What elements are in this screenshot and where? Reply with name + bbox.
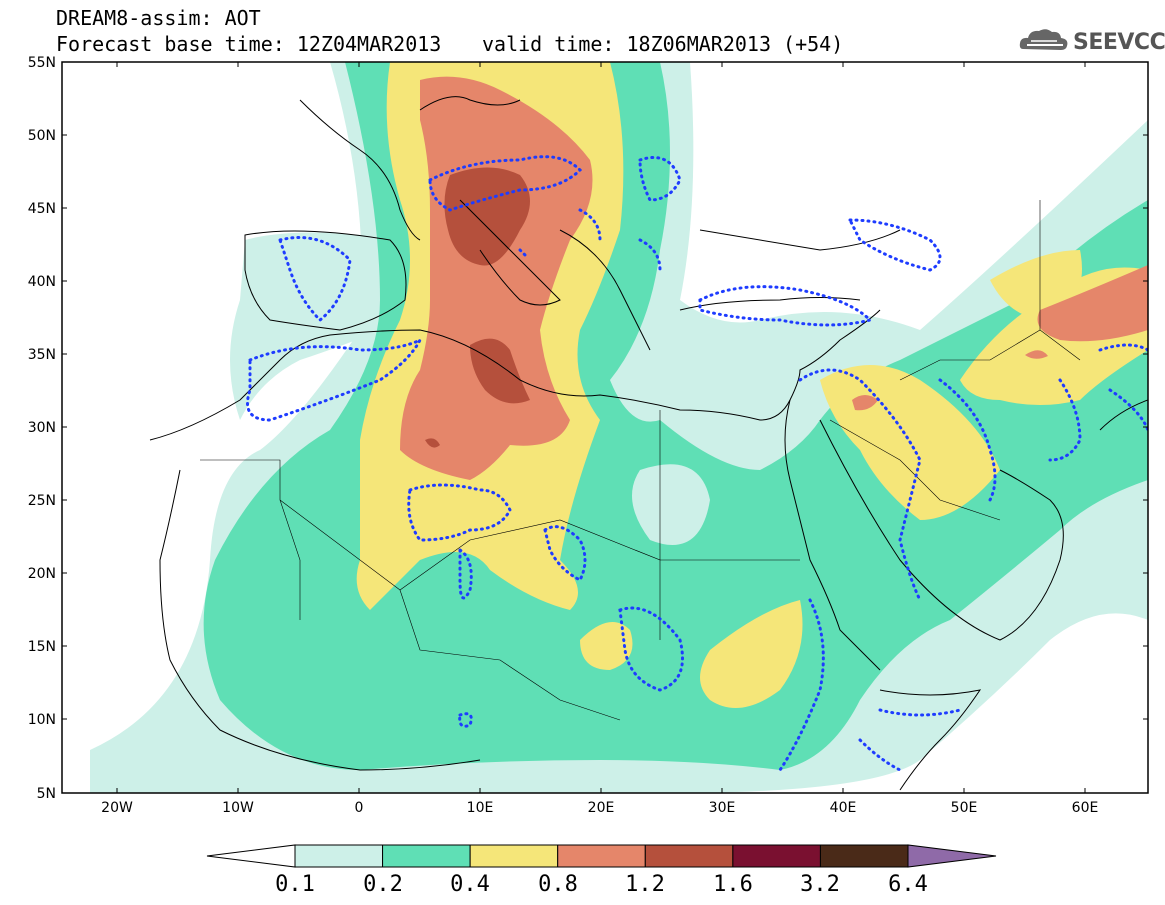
lat-label: 5N	[37, 786, 56, 802]
colorbar-label: 1.6	[713, 872, 753, 897]
colorbar	[206, 844, 997, 868]
lat-label: 45N	[28, 201, 56, 217]
lat-labels: 55N 50N 45N 40N 35N 30N 25N 20N 15N 10N …	[28, 55, 56, 802]
colorbar-segment	[382, 844, 471, 868]
aot-contour-0.2-cap	[632, 464, 710, 545]
aot-contour-0.8	[400, 76, 593, 481]
lon-label: 20E	[588, 800, 615, 816]
aot-contour-0.8-iraq	[852, 395, 878, 411]
colorbar-segment	[557, 844, 646, 868]
aot-contour-0.4-chad	[580, 622, 633, 670]
lat-label: 10N	[28, 712, 56, 728]
lon-label: 10W	[222, 800, 254, 816]
lat-label: 55N	[28, 55, 56, 71]
lon-label: 40E	[830, 800, 857, 816]
lon-label: 20W	[101, 800, 133, 816]
dotted-contours	[246, 155, 1148, 772]
colorbar-label: 0.2	[363, 872, 403, 897]
lon-labels: 20W 10W 0 10E 20E 30E 40E 50E 60E	[101, 800, 1098, 816]
aot-contour-1.2-tunisia	[470, 338, 530, 404]
colorbar-segment	[819, 844, 909, 868]
colorbar-segment	[644, 844, 734, 868]
lat-label: 50N	[28, 128, 56, 144]
lat-label: 40N	[28, 274, 56, 290]
aot-contour-0.8-iran	[1037, 265, 1148, 342]
lon-label: 50E	[951, 800, 978, 816]
colorbar-segment	[469, 844, 559, 868]
colorbar-high-arrow	[907, 844, 997, 868]
colorbar-label: 0.1	[275, 872, 315, 897]
colorbar-segment	[294, 844, 384, 868]
lon-label: 0	[355, 800, 364, 816]
base-time: Forecast base time: 12Z04MAR2013	[56, 32, 442, 56]
aot-contour-0.4-sudan	[700, 600, 803, 708]
lat-label: 35N	[28, 347, 56, 363]
aot-contour-1.2-algeria	[425, 438, 440, 448]
colorbar-label: 6.4	[888, 872, 928, 897]
colorbar-label: 0.8	[538, 872, 578, 897]
axis-ticks	[62, 61, 1148, 794]
aot-field	[62, 62, 1148, 793]
colorbar-label: 0.4	[450, 872, 490, 897]
lat-label: 20N	[28, 566, 56, 582]
lon-label: 30E	[709, 800, 736, 816]
lat-label: 15N	[28, 639, 56, 655]
aot-contour-0.1-iberia	[230, 232, 405, 420]
country-borders	[200, 200, 1081, 721]
valid-time: valid time: 18Z06MAR2013 (+54)	[482, 32, 844, 56]
cloud-icon	[1019, 29, 1068, 50]
lat-label: 25N	[28, 493, 56, 509]
lon-label: 10E	[467, 800, 494, 816]
colorbar-segment	[732, 844, 821, 868]
colorbar-low-arrow	[206, 844, 296, 868]
lon-label: 60E	[1072, 800, 1099, 816]
aot-contour-0.8-gulf	[1025, 350, 1048, 359]
lat-label: 30N	[28, 420, 56, 436]
logo-text: SEEVCCC	[1073, 30, 1165, 55]
coastlines	[149, 96, 1148, 791]
map-title: DREAM8-assim: AOT	[56, 6, 261, 30]
colorbar-label: 1.2	[625, 872, 665, 897]
colorbar-label: 3.2	[800, 872, 840, 897]
